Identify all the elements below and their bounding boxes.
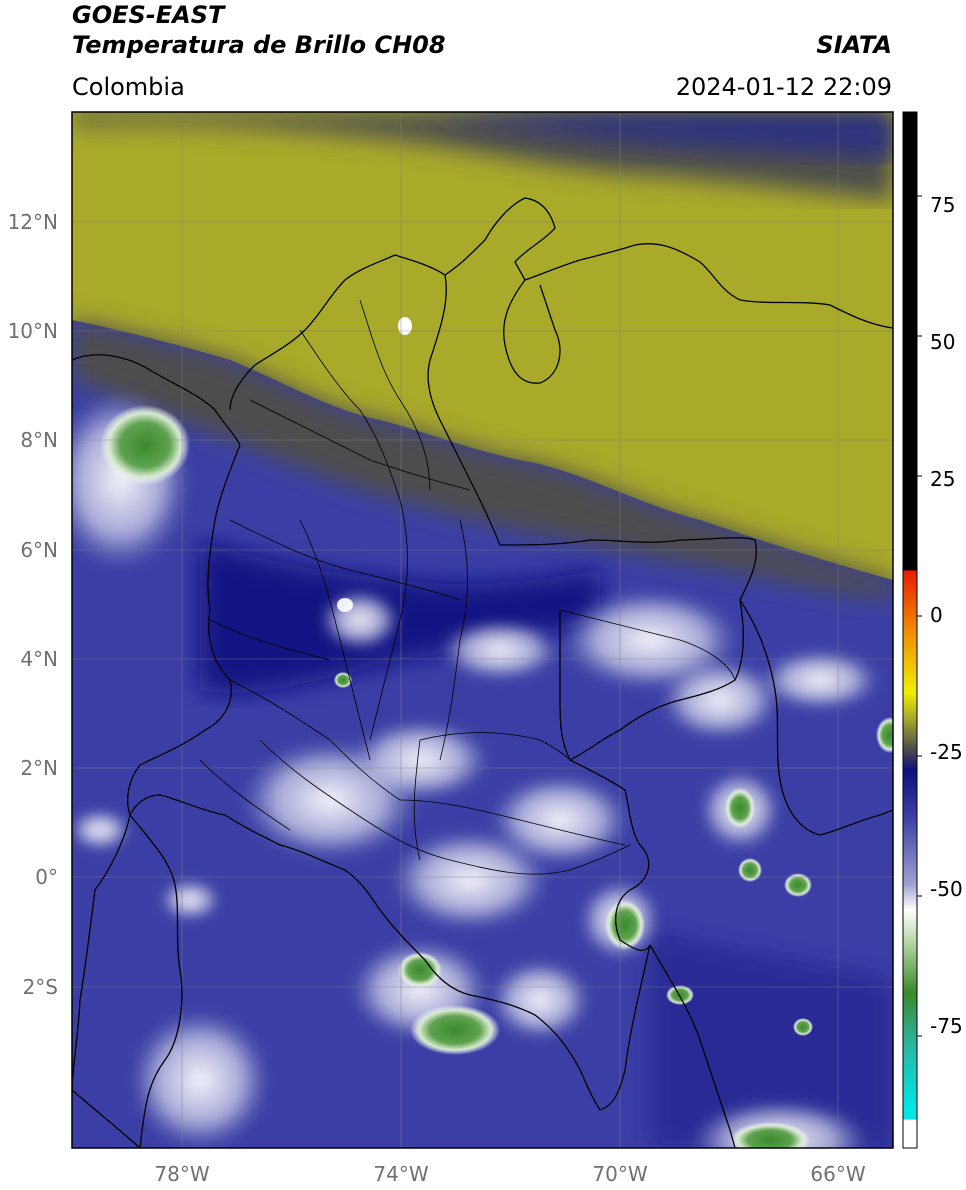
peru-coast xyxy=(72,1089,141,1148)
colombia-ecuador xyxy=(129,794,346,871)
colorbar-tick: 75 xyxy=(930,193,956,217)
satellite-title: GOES-EAST xyxy=(72,1,225,29)
colorbar-tick: -75 xyxy=(930,1014,963,1038)
lat-tick: 4°N xyxy=(20,647,58,671)
lon-tick: 70°W xyxy=(592,1162,648,1186)
lat-tick: 0° xyxy=(35,865,58,889)
colorbar-tick: -25 xyxy=(930,740,963,764)
coastline-caribbean xyxy=(229,197,893,411)
peru-brazil xyxy=(649,944,736,1148)
lake-maracaibo xyxy=(503,279,561,384)
pacific-coast xyxy=(72,444,241,1091)
lat-tick: 2°S xyxy=(22,975,58,999)
venezuela-brazil xyxy=(739,599,893,836)
panama-coast xyxy=(72,354,241,446)
lat-tick: 10°N xyxy=(7,319,58,343)
colombia-venezuela xyxy=(427,274,757,761)
colombia-peru xyxy=(344,869,651,1111)
admin-borders xyxy=(199,299,736,875)
lat-tick: 8°N xyxy=(20,428,58,452)
colombia-brazil xyxy=(569,759,651,952)
title-block: GOES-EAST Temperatura de Brillo CH08 Col… xyxy=(72,0,446,102)
agency-label: SIATA xyxy=(816,31,892,59)
product-title: Temperatura de Brillo CH08 xyxy=(72,31,446,59)
colorbar xyxy=(902,111,918,1149)
map-frame xyxy=(71,111,894,1149)
lat-tick: 6°N xyxy=(20,538,58,562)
region-label: Colombia xyxy=(72,73,185,101)
lon-tick: 78°W xyxy=(154,1162,210,1186)
colorbar-tick: 25 xyxy=(930,467,956,491)
ecuador-peru xyxy=(129,814,183,1148)
info-block: SIATA 2024-01-12 22:09 xyxy=(676,30,892,102)
lat-tick: 12°N xyxy=(7,210,58,234)
colorbar-tick: -50 xyxy=(930,877,963,901)
colorbar-tick: 50 xyxy=(930,330,956,354)
lat-tick: 2°N xyxy=(20,756,58,780)
colorbar-tick: 0 xyxy=(930,603,943,627)
satellite-image xyxy=(72,112,893,1148)
datetime-label: 2024-01-12 22:09 xyxy=(675,73,892,101)
gridlines xyxy=(72,112,893,1148)
borders xyxy=(72,197,893,1148)
lon-tick: 66°W xyxy=(810,1162,866,1186)
lon-tick: 74°W xyxy=(373,1162,429,1186)
